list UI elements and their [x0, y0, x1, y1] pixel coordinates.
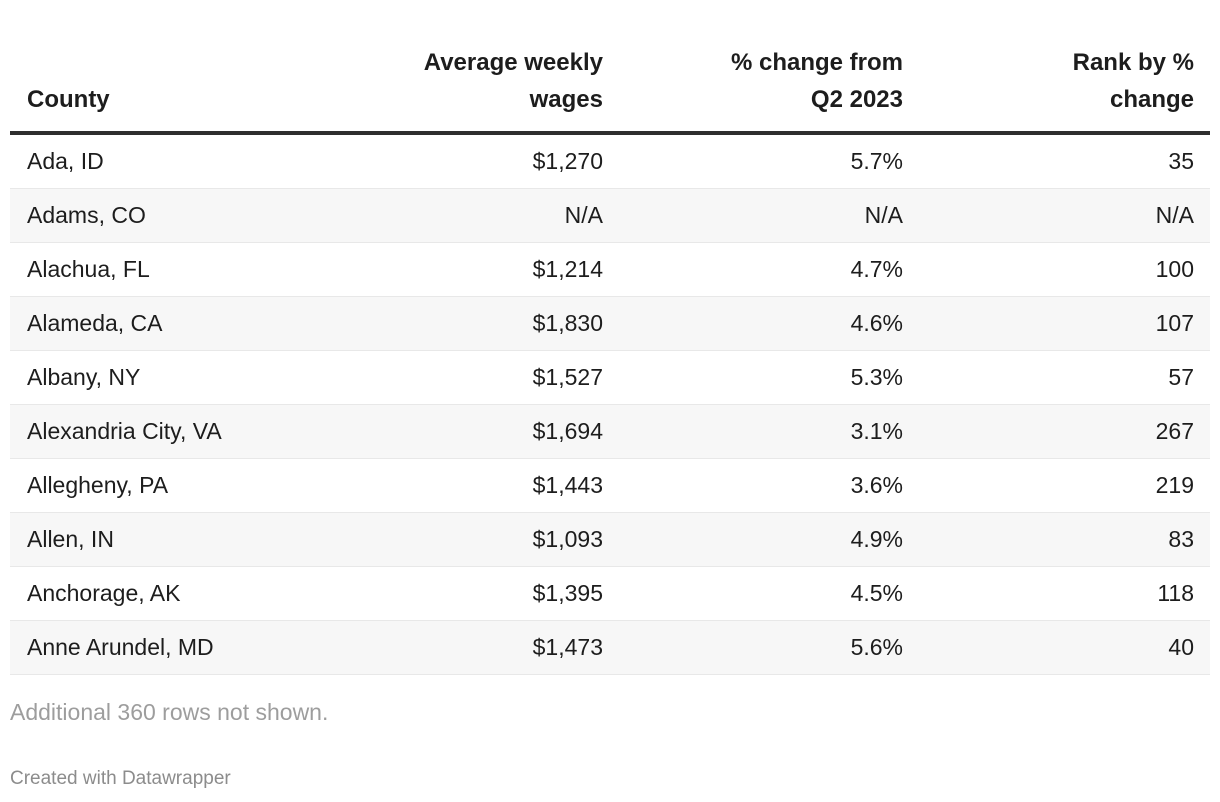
- table-row: Allegheny, PA $1,443 3.6% 219: [10, 458, 1210, 513]
- wages-cell: $1,830: [340, 296, 619, 351]
- rank-cell: 40: [919, 620, 1210, 675]
- table-row: Alexandria City, VA $1,694 3.1% 267: [10, 404, 1210, 459]
- county-cell: Alachua, FL: [10, 242, 340, 297]
- table-header: County Average weekly wages % change fro…: [10, 0, 1210, 135]
- rank-cell: 107: [919, 296, 1210, 351]
- pct-change-cell: 4.7%: [619, 242, 919, 297]
- col-header-average-weekly-wages: Average weekly wages: [340, 0, 619, 135]
- wages-cell: $1,093: [340, 512, 619, 567]
- wages-cell: $1,270: [340, 133, 619, 189]
- pct-change-cell: 4.9%: [619, 512, 919, 567]
- rank-cell: 100: [919, 242, 1210, 297]
- pct-change-cell: 5.3%: [619, 350, 919, 405]
- col-header-rank: Rank by % change: [919, 0, 1210, 135]
- county-cell: Adams, CO: [10, 188, 340, 243]
- wages-cell: N/A: [340, 188, 619, 243]
- wages-cell: $1,395: [340, 566, 619, 621]
- table-row: Adams, CO N/A N/A N/A: [10, 188, 1210, 243]
- table-row: Alameda, CA $1,830 4.6% 107: [10, 296, 1210, 351]
- table-row: Albany, NY $1,527 5.3% 57: [10, 350, 1210, 405]
- pct-change-cell: N/A: [619, 188, 919, 243]
- table-row: Allen, IN $1,093 4.9% 83: [10, 512, 1210, 567]
- county-cell: Anchorage, AK: [10, 566, 340, 621]
- wages-cell: $1,527: [340, 350, 619, 405]
- pct-change-cell: 3.1%: [619, 404, 919, 459]
- county-cell: Allegheny, PA: [10, 458, 340, 513]
- rank-cell: 219: [919, 458, 1210, 513]
- table-row: Anchorage, AK $1,395 4.5% 118: [10, 566, 1210, 621]
- col-header-county: County: [10, 0, 340, 135]
- pct-change-cell: 5.6%: [619, 620, 919, 675]
- county-cell: Alexandria City, VA: [10, 404, 340, 459]
- rank-cell: 83: [919, 512, 1210, 567]
- county-cell: Ada, ID: [10, 133, 340, 189]
- rank-cell: 57: [919, 350, 1210, 405]
- county-cell: Allen, IN: [10, 512, 340, 567]
- table-row: Ada, ID $1,270 5.7% 35: [10, 133, 1210, 189]
- wages-table: County Average weekly wages % change fro…: [10, 0, 1210, 675]
- rank-cell: 267: [919, 404, 1210, 459]
- county-cell: Alameda, CA: [10, 296, 340, 351]
- pct-change-cell: 3.6%: [619, 458, 919, 513]
- pct-change-cell: 5.7%: [619, 133, 919, 189]
- table-row: Anne Arundel, MD $1,473 5.6% 40: [10, 620, 1210, 675]
- wages-cell: $1,443: [340, 458, 619, 513]
- pct-change-cell: 4.5%: [619, 566, 919, 621]
- table-row: Alachua, FL $1,214 4.7% 100: [10, 242, 1210, 297]
- county-cell: Anne Arundel, MD: [10, 620, 340, 675]
- datawrapper-attribution-link[interactable]: Created with Datawrapper: [10, 768, 231, 789]
- rank-cell: 118: [919, 566, 1210, 621]
- col-header-pct-change: % change from Q2 2023: [619, 0, 919, 135]
- rank-cell: N/A: [919, 188, 1210, 243]
- wages-cell: $1,694: [340, 404, 619, 459]
- header-row: County Average weekly wages % change fro…: [10, 0, 1210, 135]
- wages-cell: $1,473: [340, 620, 619, 675]
- table-body: Ada, ID $1,270 5.7% 35 Adams, CO N/A N/A N/A Ala…: [10, 133, 1210, 675]
- rank-cell: 35: [919, 133, 1210, 189]
- wages-cell: $1,214: [340, 242, 619, 297]
- pct-change-cell: 4.6%: [619, 296, 919, 351]
- rows-not-shown-note: Additional 360 rows not shown.: [10, 699, 329, 725]
- county-cell: Albany, NY: [10, 350, 340, 405]
